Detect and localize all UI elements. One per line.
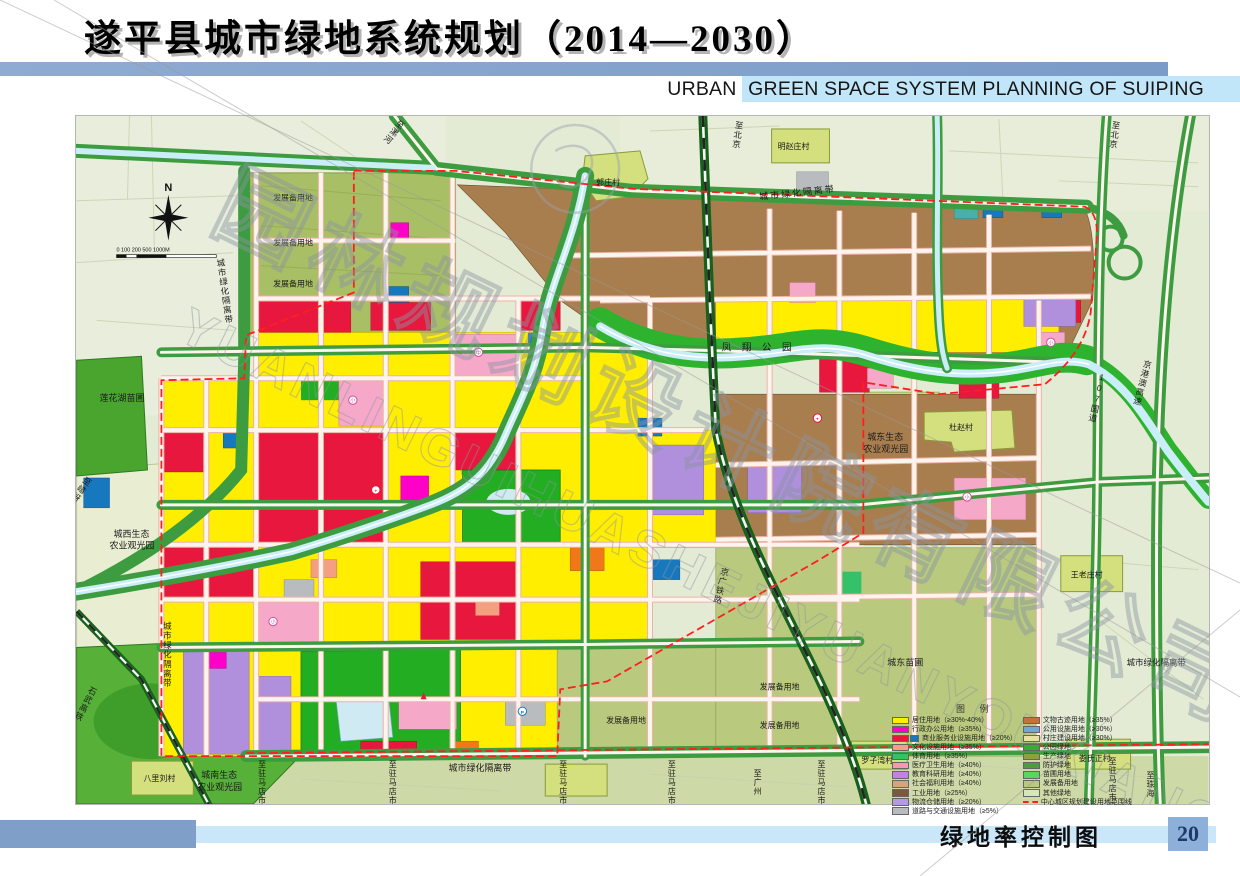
legend-item: 体育用地（≥35%） xyxy=(892,752,1017,761)
parking-icon: P xyxy=(521,710,525,716)
english-subtitle: URBAN GREEN SPACE SYSTEM PLANNING OF SUI… xyxy=(667,76,1240,102)
road-direction-label: 至驻马店市区 xyxy=(388,760,397,804)
reserve-label: 发展备用地 xyxy=(760,681,800,691)
legend-item: 苗圃用地 xyxy=(1022,771,1132,779)
legend-item: 道路与交通设施用地（≥5%） xyxy=(892,807,1017,815)
legend-item: 生产绿地 xyxy=(1022,752,1132,761)
primary-school-icon: 小 xyxy=(271,619,276,626)
area-label: 莲花湖苗圃 xyxy=(100,392,145,403)
village-label: 明赵庄村 xyxy=(778,141,810,151)
legend-item: 发展备用地 xyxy=(1022,780,1132,788)
road-direction-label: 至驻马店市区 xyxy=(667,760,676,804)
legend-swatch xyxy=(1022,789,1040,797)
lotus-lake-nursery-area xyxy=(76,355,148,477)
legend-swatch xyxy=(1022,743,1040,752)
header-blue-bar xyxy=(0,62,1168,76)
primary-school-icon: 小 xyxy=(965,494,970,501)
legend-item: 工业用地（≥25%） xyxy=(892,789,1017,797)
legend-swatch xyxy=(892,807,909,815)
legend-item: 商业服务业设施用地（≥20%） xyxy=(892,734,1017,743)
village-label: 罗子湾村 xyxy=(861,755,893,765)
legend-swatch xyxy=(892,743,909,752)
area-label: 农业观光园 xyxy=(863,443,908,454)
page-number: 20 xyxy=(1168,817,1208,851)
legend-item: 其他绿地 xyxy=(1022,789,1132,797)
reserve-label: 发展备用地 xyxy=(760,720,800,730)
map-canvas: N 0 100 200 500 1000M 小 小 小 小 中 + xyxy=(75,115,1210,815)
legend-boundary-swatch xyxy=(1022,801,1038,804)
road-direction-label: 至广州 xyxy=(753,769,762,796)
legend-swatch xyxy=(1022,780,1040,788)
legend-swatch xyxy=(1022,716,1040,724)
footer-blue-bar xyxy=(0,820,196,848)
green-belt-label: 城市绿化隔离带 xyxy=(449,762,512,773)
legend-item: 文物古迹用地（≥35%） xyxy=(1022,716,1132,724)
area-label: 农业观光园 xyxy=(110,540,155,551)
legend-item: 物流仓储用地（≥20%） xyxy=(892,798,1017,806)
area-label: 城西生态 xyxy=(114,528,150,539)
area-label: 农业观光园 xyxy=(197,781,242,792)
legend-swatch xyxy=(892,761,909,770)
hospital-icon: + xyxy=(816,417,819,423)
legend-swatch xyxy=(1022,771,1040,779)
legend-item: 教育科研用地（≥40%） xyxy=(892,771,1017,779)
road-direction-label: 至驻马店市区 xyxy=(258,760,267,804)
legend-item: 村庄建设用地（≥30%） xyxy=(1022,734,1132,743)
legend-swatch xyxy=(892,752,909,761)
road-direction-label: 至驻马店市区 xyxy=(817,760,826,804)
legend-item: 公用设施用地（≥30%） xyxy=(1022,725,1132,734)
area-label: 城东生态 xyxy=(867,431,903,442)
road-direction-label: 至驻马店市区 xyxy=(559,760,568,804)
map-legend: 图 例 居住用地（≥30%-40%） 行政办公用地（≥35%） 商业服务业设施用… xyxy=(892,704,1132,815)
legend-swatch xyxy=(1022,725,1040,734)
legend-swatch xyxy=(892,716,909,724)
legend-swatch xyxy=(892,771,909,779)
subtitle-highlighted: GREEN SPACE SYSTEM PLANNING OF SUIPING xyxy=(742,76,1240,102)
legend-swatch xyxy=(1022,734,1040,743)
legend-column-right: 文物古迹用地（≥35%） 公用设施用地（≥30%） 村庄建设用地（≥30%） 公… xyxy=(1022,716,1132,814)
legend-swatch xyxy=(892,725,909,734)
legend-column-left: 居住用地（≥30%-40%） 行政办公用地（≥35%） 商业服务业设施用地（≥2… xyxy=(892,716,1017,815)
legend-swatch xyxy=(892,789,909,797)
planning-map: N 0 100 200 500 1000M 小 小 小 小 中 + xyxy=(76,116,1209,804)
village-label: 八里刘村 xyxy=(143,773,175,783)
village-label: 杜赵村 xyxy=(949,422,973,432)
compass-north-label: N xyxy=(164,182,172,194)
legend-swatch xyxy=(892,798,909,806)
scale-text: 0 100 200 500 1000M xyxy=(117,248,171,254)
reserve-label: 发展备用地 xyxy=(606,715,646,725)
hospital-icon: + xyxy=(374,488,377,494)
legend-swatch xyxy=(892,780,909,788)
legend-item-boundary: 中心城区规划建设用地范围线 xyxy=(1022,799,1132,806)
subtitle-plain: URBAN xyxy=(667,78,743,100)
legend-swatch xyxy=(1022,752,1040,761)
legend-item: 社会福利用地（≥40%） xyxy=(892,780,1017,788)
legend-item: 文化设施用地（≥35%） xyxy=(892,743,1017,752)
legend-item: 行政办公用地（≥35%） xyxy=(892,725,1017,734)
page-title: 遂平县城市绿地系统规划（2014—2030） xyxy=(84,19,816,60)
sheet-title: 绿地率控制图 xyxy=(940,824,1102,850)
legend-title: 图 例 xyxy=(956,704,995,714)
legend-item: 公园绿地 xyxy=(1022,743,1132,752)
green-belt-label: 城市绿化隔离带 xyxy=(162,622,172,688)
legend-item: 医疗卫生用地（≥40%） xyxy=(892,761,1017,770)
primary-school-icon: 小 xyxy=(1048,339,1053,346)
legend-swatch xyxy=(910,734,919,743)
legend-item: 居住用地（≥30%-40%） xyxy=(892,716,1017,724)
legend-item: 防护绿地 xyxy=(1022,761,1132,770)
legend-swatch xyxy=(892,734,909,743)
park-label: 凤 翔 公 园 xyxy=(722,341,796,353)
legend-swatch xyxy=(1022,761,1040,770)
area-label: 城南生态 xyxy=(201,769,237,780)
